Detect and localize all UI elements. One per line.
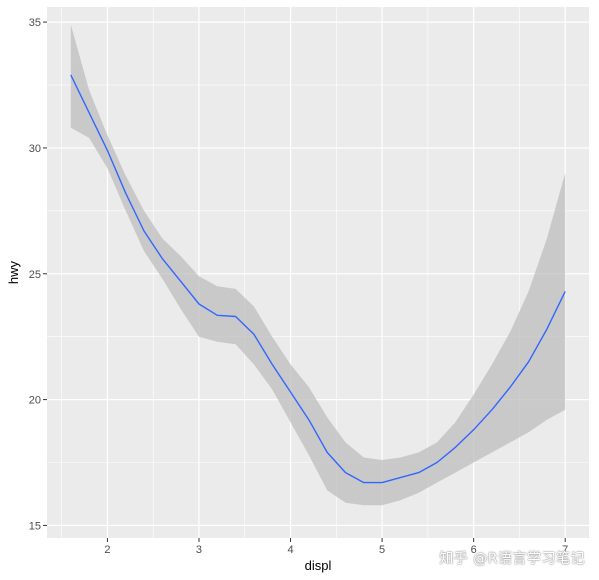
x-axis-ticks: 2 3 4 5 6 7 xyxy=(104,538,568,556)
y-tick-label: 30 xyxy=(29,143,41,155)
x-axis-title: displ xyxy=(305,558,332,573)
x-tick-label: 5 xyxy=(379,544,385,556)
y-axis-ticks: 15 20 25 30 35 xyxy=(29,17,47,532)
confidence-ribbon xyxy=(70,24,566,506)
smooth-line xyxy=(70,74,566,484)
x-tick-label: 6 xyxy=(471,544,477,556)
x-tick-label: 7 xyxy=(562,544,568,556)
y-tick-label: 15 xyxy=(29,520,41,532)
major-gridlines xyxy=(47,7,589,538)
y-tick-label: 35 xyxy=(29,17,41,29)
y-axis-title: hwy xyxy=(6,260,21,284)
x-tick-label: 2 xyxy=(104,544,110,556)
x-tick-label: 3 xyxy=(196,544,202,556)
y-tick-label: 20 xyxy=(29,395,41,407)
y-tick-label: 25 xyxy=(29,269,41,281)
x-tick-label: 4 xyxy=(287,544,293,556)
watermark: 知乎 @R语言学习笔记 xyxy=(439,551,585,567)
